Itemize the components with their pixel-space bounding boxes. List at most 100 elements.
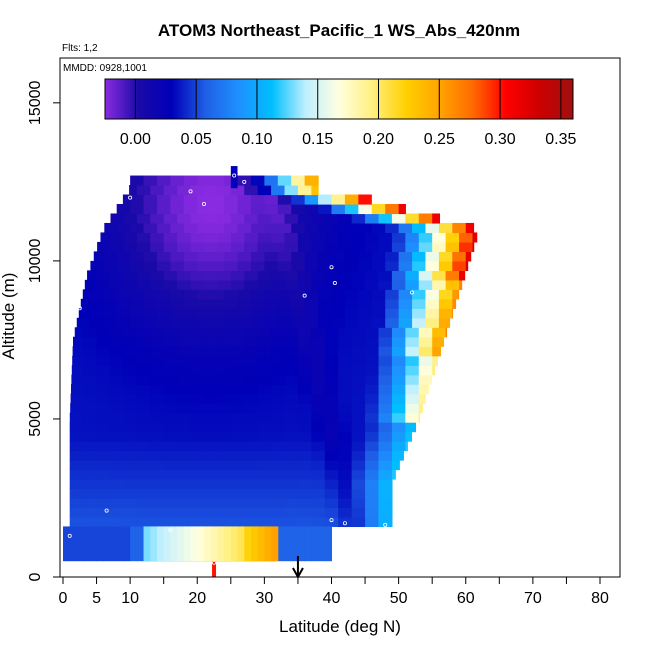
heatmap-cell bbox=[391, 393, 406, 404]
heatmap-cell bbox=[385, 203, 400, 215]
heatmap-cell bbox=[338, 403, 353, 414]
heatmap-cell bbox=[197, 298, 212, 309]
heatmap-cell bbox=[177, 270, 192, 281]
heatmap-cell bbox=[338, 469, 353, 480]
heatmap-cell bbox=[284, 507, 299, 518]
heatmap-cell bbox=[311, 488, 326, 499]
heatmap-cell bbox=[351, 431, 366, 442]
heatmap-cell bbox=[459, 270, 466, 281]
heatmap-cell bbox=[297, 384, 312, 395]
heatmap-cell bbox=[432, 336, 445, 347]
heatmap-cell bbox=[244, 460, 259, 471]
heatmap-cell bbox=[197, 289, 212, 300]
heatmap-cell bbox=[177, 526, 185, 562]
heatmap-cell bbox=[190, 422, 205, 433]
heatmap-cell bbox=[277, 308, 292, 319]
heatmap-cell bbox=[418, 346, 433, 357]
heatmap-cell bbox=[324, 327, 339, 338]
heatmap-cell bbox=[438, 298, 453, 309]
heatmap-cell bbox=[177, 355, 192, 366]
heatmap-cell bbox=[96, 497, 111, 509]
heatmap-cell bbox=[291, 308, 306, 319]
heatmap-cell bbox=[244, 393, 259, 404]
heatmap-cell bbox=[371, 222, 386, 234]
heatmap-cell bbox=[284, 270, 299, 281]
heatmap-cell bbox=[250, 222, 265, 234]
heatmap-cell bbox=[177, 185, 192, 196]
heatmap-cell bbox=[257, 488, 272, 499]
heatmap-cell bbox=[82, 289, 91, 300]
heatmap-cell bbox=[230, 497, 245, 509]
heatmap-cell bbox=[405, 336, 420, 347]
heatmap-cell bbox=[163, 232, 178, 243]
heatmap-cell bbox=[331, 317, 346, 328]
heatmap-cell bbox=[150, 213, 165, 224]
heatmap-cell bbox=[230, 355, 245, 366]
heatmap-cell bbox=[150, 336, 165, 347]
heatmap-cell bbox=[203, 241, 218, 253]
heatmap-cell bbox=[163, 213, 178, 224]
heatmap-cell bbox=[378, 403, 393, 414]
heatmap-cell bbox=[472, 232, 478, 243]
heatmap-cell bbox=[230, 403, 245, 414]
heatmap-cell bbox=[150, 526, 158, 562]
heatmap-cell bbox=[331, 308, 346, 319]
heatmap-cell bbox=[311, 327, 326, 338]
heatmap-cell bbox=[217, 450, 232, 461]
heatmap-cell bbox=[438, 317, 451, 328]
heatmap-cell bbox=[425, 308, 440, 319]
heatmap-cell bbox=[271, 336, 286, 347]
heatmap-cell bbox=[324, 374, 339, 385]
heatmap-cell bbox=[203, 412, 218, 423]
heatmap-cell bbox=[190, 450, 205, 461]
heatmap-cell bbox=[358, 251, 373, 262]
heatmap-cell bbox=[123, 393, 138, 404]
heatmap-cell bbox=[190, 185, 205, 196]
sample-point bbox=[332, 281, 337, 286]
heatmap-cell bbox=[87, 270, 98, 281]
heatmap-cell bbox=[69, 507, 84, 518]
heatmap-cell bbox=[371, 289, 386, 300]
heatmap-cell bbox=[338, 479, 353, 490]
heatmap-cell bbox=[311, 213, 326, 224]
heatmap-cell bbox=[69, 431, 84, 442]
heatmap-cell bbox=[72, 346, 84, 357]
heatmap-cell bbox=[83, 365, 98, 376]
heatmap-cell bbox=[425, 317, 440, 328]
heatmap-cell bbox=[116, 317, 131, 328]
heatmap-cell bbox=[143, 298, 158, 309]
heatmap-cell bbox=[163, 270, 178, 281]
heatmap-cell bbox=[170, 260, 185, 271]
heatmap-cell bbox=[338, 327, 353, 338]
heatmap-cell bbox=[109, 479, 125, 490]
heatmap-cell bbox=[391, 469, 396, 480]
heatmap-cell bbox=[183, 203, 198, 215]
heatmap-cell bbox=[297, 232, 312, 243]
heatmap-cell bbox=[123, 232, 138, 243]
heatmap-cell bbox=[304, 222, 319, 234]
heatmap-cell bbox=[156, 308, 171, 319]
heatmap-cell bbox=[109, 365, 125, 376]
heatmap-cell bbox=[237, 317, 252, 328]
heatmap-cell bbox=[271, 185, 286, 196]
heatmap-cell bbox=[418, 213, 433, 224]
heatmap-cell bbox=[338, 431, 353, 442]
heatmap-cell bbox=[244, 507, 259, 518]
heatmap-cell bbox=[378, 346, 393, 357]
heatmap-cell bbox=[123, 488, 138, 499]
heatmap-cell bbox=[224, 251, 239, 262]
heatmap-cell bbox=[257, 270, 272, 281]
heatmap-cell bbox=[331, 203, 346, 215]
heatmap-cell bbox=[284, 185, 299, 196]
heatmap-cell bbox=[136, 469, 151, 480]
heatmap-cell bbox=[230, 422, 245, 433]
heatmap-cell bbox=[257, 526, 265, 562]
heatmap-cell bbox=[445, 279, 460, 290]
heatmap-cell bbox=[224, 526, 232, 562]
heatmap-cell bbox=[271, 488, 286, 499]
sample-point bbox=[302, 293, 307, 298]
heatmap-cell bbox=[391, 270, 406, 281]
heatmap-cell bbox=[130, 260, 145, 271]
heatmap-cell bbox=[418, 393, 426, 404]
heatmap-cell bbox=[190, 327, 205, 338]
